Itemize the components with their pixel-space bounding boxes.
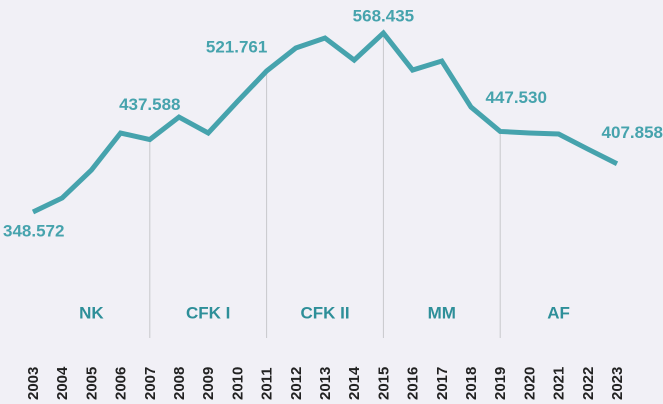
x-tick-label: 2019 [492,367,509,400]
value-label: 437.588 [119,95,180,114]
value-label: 447.530 [485,88,546,107]
x-tick-label: 2017 [434,367,451,400]
x-tick-label: 2014 [346,366,363,400]
period-label: NK [79,303,104,322]
x-tick-label: 2012 [288,367,305,400]
x-tick-label: 2013 [317,367,334,400]
x-tick-label: 2008 [171,367,188,400]
x-tick-label: 2010 [229,367,246,400]
value-label: 568.435 [353,6,414,25]
x-tick-label: 2006 [113,367,130,400]
value-label: 348.572 [3,221,64,240]
line [31,29,619,215]
x-tick-label: 2007 [142,367,159,400]
period-label: AF [547,303,570,322]
x-tick-label: 2005 [83,367,100,400]
x-tick-label: 2018 [463,367,480,400]
x-tick-label: 2016 [405,367,422,400]
x-tick-label: 2009 [200,367,217,400]
x-tick-label: 2022 [580,367,597,400]
value-label: 521.761 [206,37,267,56]
x-tick-label: 2004 [54,366,71,400]
x-tick-label: 2003 [25,367,42,400]
x-tick-label: 2023 [609,367,626,400]
period-label: CFK I [186,303,230,322]
period-label: CFK II [300,303,349,322]
value-label: 407.858 [602,123,663,142]
x-tick-label: 2020 [521,367,538,400]
x-tick-label: 2011 [259,367,276,400]
x-tick-label: 2015 [375,367,392,400]
x-tick-label: 2021 [551,367,568,400]
period-label: MM [428,303,456,322]
